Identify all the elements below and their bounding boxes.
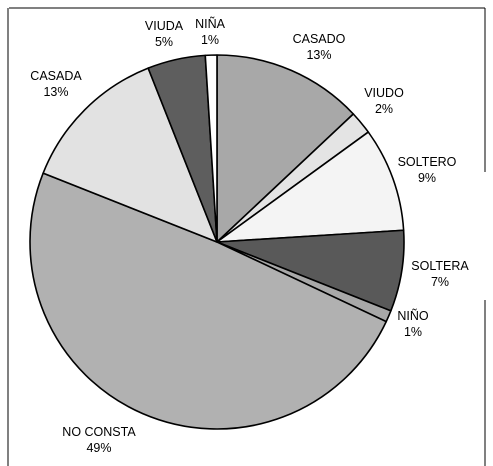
slice-value-viuda: 5% <box>155 35 173 49</box>
slice-value-nino: 1% <box>404 325 422 339</box>
slice-value-soltero: 9% <box>418 171 436 185</box>
slice-label-soltero: SOLTERO <box>398 155 457 169</box>
slice-value-soltera: 7% <box>431 275 449 289</box>
pie-slices <box>29 54 405 430</box>
slice-label-casada: CASADA <box>30 69 82 83</box>
slice-value-viudo: 2% <box>375 102 393 116</box>
pie-labels: CASADO 13% VIUDO 2% SOLTERO 9% SOLTERA 7% NIÑO 1%… <box>30 17 469 455</box>
pie-slice-casada <box>42 67 218 243</box>
slice-value-nina: 1% <box>201 33 219 47</box>
pie-slice-soltero <box>216 131 405 243</box>
slice-label-nino: NIÑO <box>397 309 429 323</box>
slice-label-soltera: SOLTERA <box>411 259 469 273</box>
pie-slice-no-consta <box>29 172 387 430</box>
pie-slice-nina <box>204 54 218 243</box>
slice-value-no-consta: 49% <box>86 441 111 455</box>
slice-label-nina: NIÑA <box>195 17 226 31</box>
slice-value-casado: 13% <box>306 48 331 62</box>
pie-slice-casado <box>216 54 355 243</box>
slice-label-viuda: VIUDA <box>145 19 184 33</box>
slice-value-casada: 13% <box>43 85 68 99</box>
slice-label-viudo: VIUDO <box>364 86 404 100</box>
slice-label-no-consta: NO CONSTA <box>62 425 136 439</box>
slice-label-casado: CASADO <box>293 32 346 46</box>
